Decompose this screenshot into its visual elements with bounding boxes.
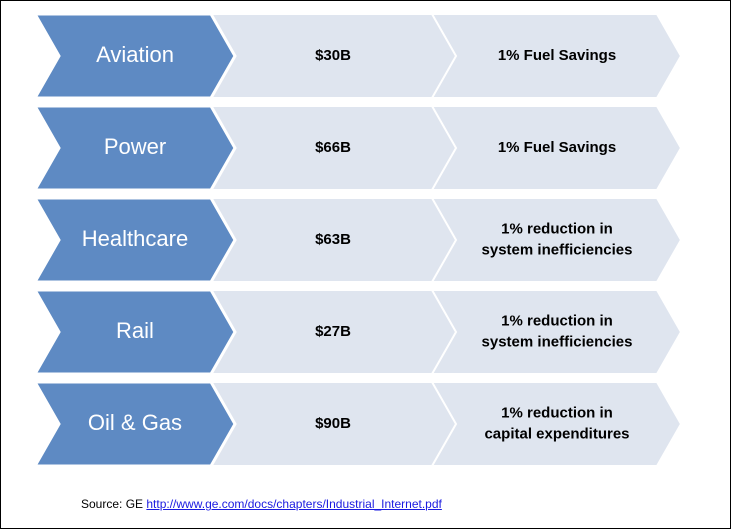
effect-label: capital expenditures	[484, 425, 629, 442]
effect-label: system inefficiencies	[482, 333, 633, 350]
effect-label: 1% reduction in	[501, 312, 613, 329]
effect-label: system inefficiencies	[482, 241, 633, 258]
source-label: Source: GE	[81, 497, 144, 511]
sector-chevron	[32, 380, 237, 468]
sector-chevron	[32, 196, 237, 284]
effect-label: 1% reduction in	[501, 220, 613, 237]
value-label: $90B	[315, 415, 351, 432]
sector-chevron	[32, 288, 237, 376]
effect-chevron	[429, 197, 683, 283]
effect-label: 1% reduction in	[501, 404, 613, 421]
source-line: Source: GE http://www.ge.com/docs/chapte…	[81, 497, 442, 511]
value-label: $63B	[315, 231, 351, 248]
chevron-diagram: Aviation $30B 1% Fuel Savings Power $66B 1% F…	[32, 12, 683, 468]
sector-chevron	[32, 12, 237, 100]
value-label: $30B	[315, 47, 351, 64]
source-link[interactable]: http://www.ge.com/docs/chapters/Industri…	[146, 497, 442, 511]
value-label: $66B	[315, 139, 351, 156]
effect-chevron	[429, 289, 683, 375]
effect-label: 1% Fuel Savings	[498, 139, 616, 156]
sector-chevron	[32, 104, 237, 192]
sector-label: Oil & Gas	[88, 410, 182, 435]
effect-chevron	[429, 381, 683, 467]
effect-label: 1% Fuel Savings	[498, 47, 616, 64]
sector-label: Power	[104, 134, 166, 159]
sector-label: Aviation	[96, 42, 174, 67]
value-label: $27B	[315, 323, 351, 340]
sector-label: Healthcare	[82, 226, 188, 251]
sector-label: Rail	[116, 318, 154, 343]
